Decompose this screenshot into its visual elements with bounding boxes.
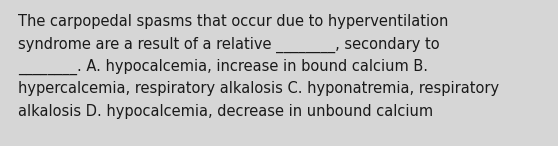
Text: syndrome are a result of a relative ________, secondary to: syndrome are a result of a relative ____…: [18, 36, 440, 53]
Text: hypercalcemia, respiratory alkalosis C. hyponatremia, respiratory: hypercalcemia, respiratory alkalosis C. …: [18, 81, 499, 97]
Text: alkalosis D. hypocalcemia, decrease in unbound calcium: alkalosis D. hypocalcemia, decrease in u…: [18, 104, 433, 119]
Text: ________. A. hypocalcemia, increase in bound calcium B.: ________. A. hypocalcemia, increase in b…: [18, 59, 428, 75]
Text: The carpopedal spasms that occur due to hyperventilation: The carpopedal spasms that occur due to …: [18, 14, 449, 29]
